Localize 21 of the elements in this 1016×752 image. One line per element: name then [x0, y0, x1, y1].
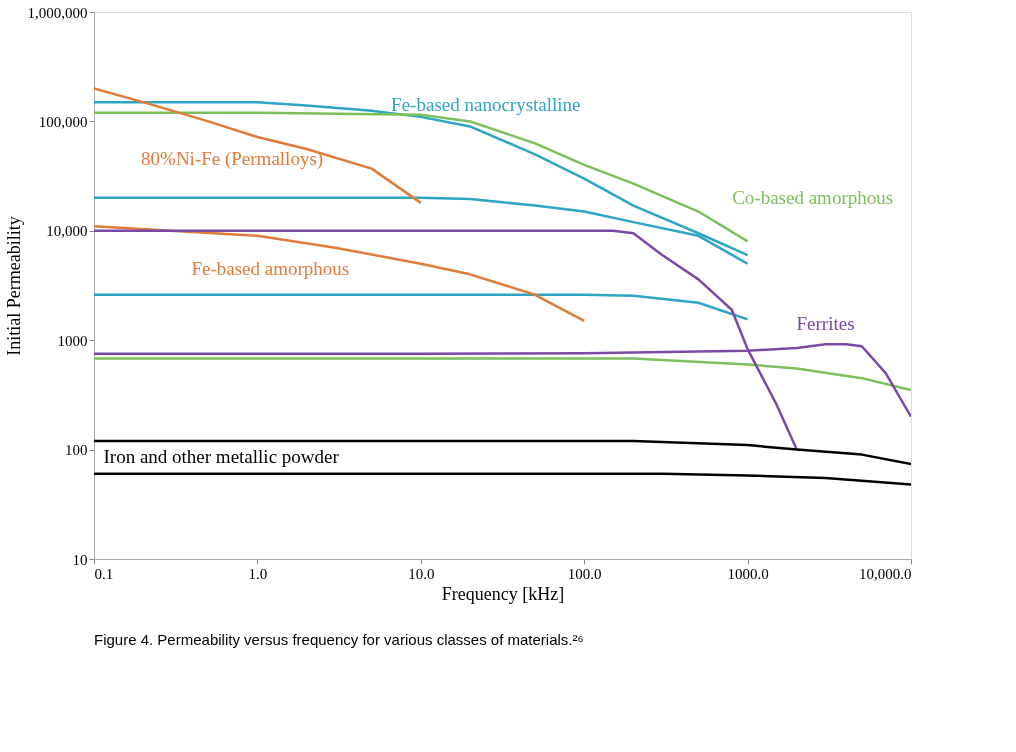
- text: Ferrites: [796, 313, 855, 335]
- caption: Figure 4. Permeability versus frequency for various classes of materials.²⁶: [94, 631, 584, 648]
- x-tick-label: 0.1: [94, 565, 114, 582]
- x-tick-label: 10,000.0: [859, 565, 912, 582]
- y-tick-label: 100: [65, 442, 88, 459]
- x-tick-label: 10.0: [408, 565, 435, 582]
- x-tick-label: 100.0: [567, 565, 602, 582]
- series-label: Fe-based nanocrystalline: [391, 94, 581, 116]
- x-tick-label: 1.0: [248, 565, 268, 582]
- y-axis-title: Initial Permeability: [3, 216, 24, 356]
- y-tick-label: 10,000: [46, 223, 88, 240]
- y-tick-label: 10: [72, 551, 88, 568]
- series-label: 80%Ni-Fe (Permalloys): [141, 148, 324, 171]
- series-label: Iron and other metallic powder: [103, 446, 340, 468]
- y-tick-label: 1,000,000: [27, 4, 88, 21]
- x-tick-label: 1000.0: [727, 565, 769, 582]
- y-tick-label: 100,000: [38, 113, 88, 130]
- y-tick-label: 1000: [57, 332, 88, 349]
- series-label: Fe-based amorphous: [191, 257, 350, 279]
- x-axis-title: Frequency [kHz]: [441, 583, 565, 604]
- series-label: Co-based amorphous: [732, 186, 894, 208]
